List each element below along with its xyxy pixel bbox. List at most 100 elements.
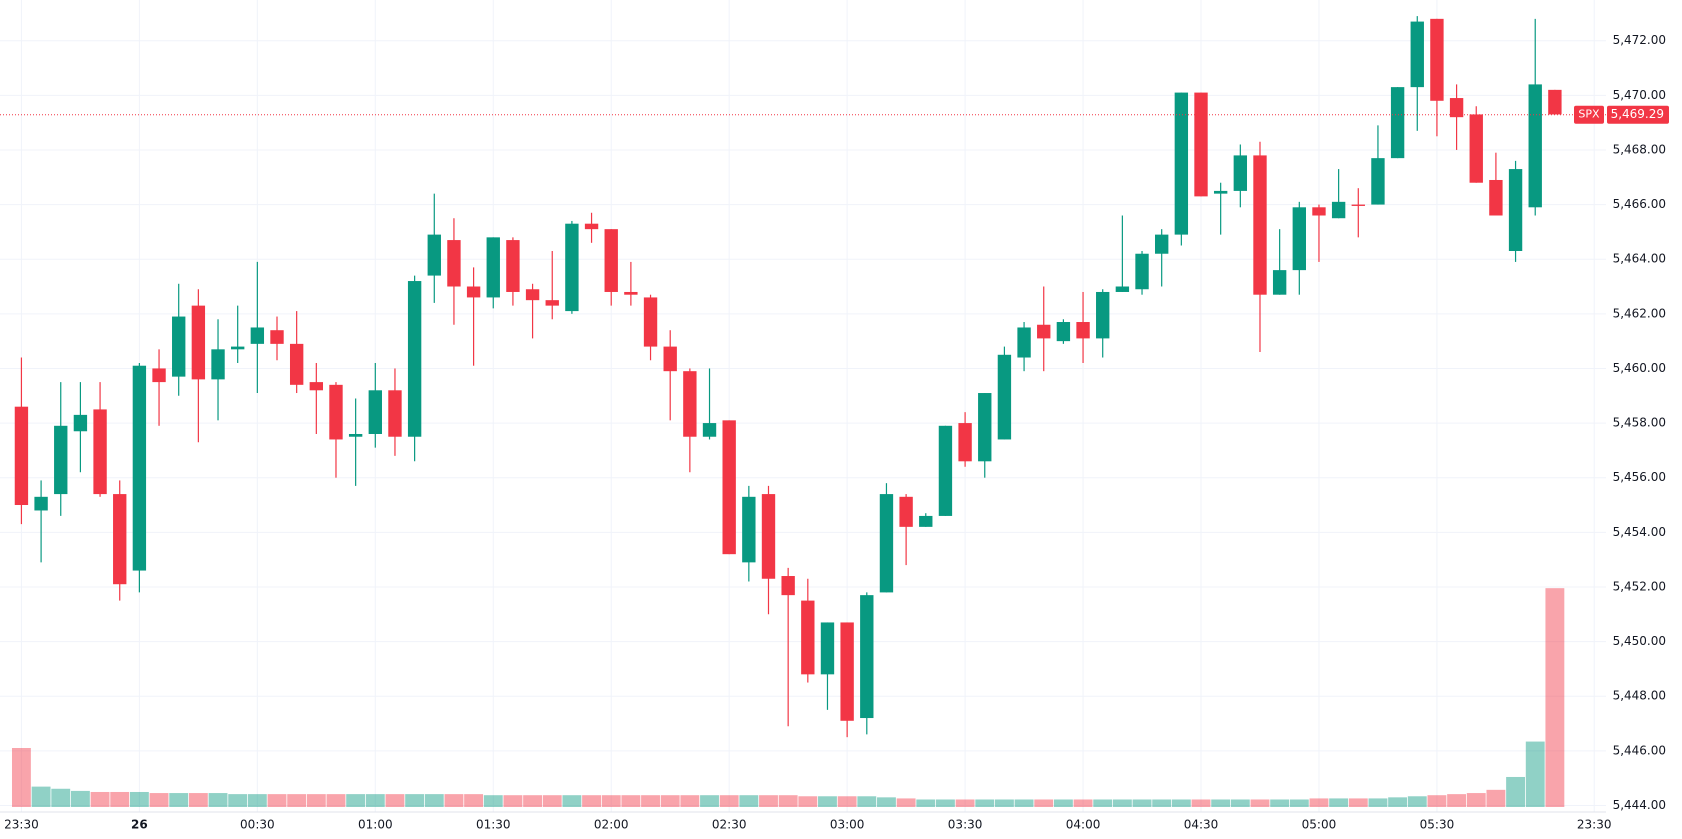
candle-body [525,289,540,301]
candle-body [152,368,166,383]
volume-bar [935,799,955,807]
candle-body [761,494,776,579]
volume-bar [1466,793,1486,807]
candle-body [231,346,245,350]
candle-body [860,595,874,719]
candle-body [73,414,88,432]
candle-body [329,384,343,440]
volume-bar [31,786,51,807]
candle-body [879,494,894,593]
y-tick-label: 5,444.00 [1613,798,1666,812]
candle-body [93,409,107,495]
candle-body [506,240,520,292]
volume-bar [641,795,660,807]
candle-body [1528,84,1542,208]
volume-bar [1034,799,1054,807]
candles [14,16,1562,738]
candle-body [1390,87,1405,159]
volume-bar [680,795,700,807]
volume-bar [1250,799,1270,807]
volume-bar [51,788,71,807]
volume-pane [11,588,1565,807]
candle-body [1430,18,1444,101]
volume-bar [129,791,149,807]
candle-body [899,496,913,527]
candle-body [958,423,972,462]
candle-body [1253,155,1267,295]
candle-body [1469,114,1483,183]
candle-body [250,327,265,344]
candle-body [663,346,677,372]
x-tick-label: 05:30 [1420,818,1455,832]
candle-body [1155,234,1169,254]
candle-body [683,371,697,437]
candle-body [742,496,756,563]
candle-body [624,291,638,295]
candle-body [1115,286,1130,292]
candle-body [1096,291,1110,339]
volume-bar [975,799,995,807]
volume-bar [1309,798,1329,807]
y-tick-label: 5,454.00 [1613,525,1666,539]
volume-bar [405,794,425,807]
x-tick-label: 01:00 [358,818,393,832]
candle-body [545,300,559,306]
candle-body [1508,169,1523,252]
candle-body [1449,98,1464,118]
volume-bar [1289,799,1309,807]
candle-body [1489,179,1503,216]
candle-body [978,393,992,462]
volume-bar [503,795,523,807]
volume-bar [562,795,582,807]
volume-bar [1348,798,1368,807]
candle-body [997,354,1012,440]
candle-body [565,223,579,312]
volume-bar [582,795,601,807]
volume-bar [70,790,90,807]
volume-bar [621,795,641,807]
volume-bar [778,795,798,807]
candle-body [1351,204,1365,206]
candle-body [270,330,284,344]
candle-body [1331,201,1346,219]
volume-bar [877,797,896,807]
symbol-badge [1574,105,1604,124]
candle-body [113,494,127,585]
x-tick-label: 04:30 [1184,818,1219,832]
volume-bar [1230,799,1250,807]
volume-bar [464,794,484,807]
volume-bar [228,794,248,807]
volume-bar [1270,799,1290,807]
volume-bar [110,791,130,807]
candle-body [54,425,68,495]
y-tick-label: 5,466.00 [1613,197,1666,211]
x-tick-label: 23:30 [4,818,39,832]
volume-bar [798,796,818,807]
volume-bar [1525,741,1545,807]
volume-bar [1329,798,1349,807]
candle-body [1371,158,1385,205]
volume-bar [955,799,975,807]
y-tick-label: 5,448.00 [1613,689,1666,703]
candle-body [388,390,402,437]
volume-bar [523,795,543,807]
volume-bar [1506,776,1526,807]
candle-body [801,600,815,675]
symbol-label: SPX [1578,108,1600,121]
candle-body [604,229,618,292]
volume-bar [818,796,837,807]
x-tick-label: 02:00 [594,818,629,832]
volume-bar [1053,799,1073,807]
candle-body [348,433,363,437]
candle-body [1174,92,1189,235]
candle-body [938,425,953,516]
x-tick-label: 01:30 [476,818,511,832]
volume-bar [326,794,346,807]
candle-body [840,622,854,721]
candle-body [1076,322,1090,339]
y-tick-label: 5,446.00 [1613,743,1666,757]
volume-bar [247,794,267,807]
volume-bar [1073,799,1093,807]
candle-body [1548,89,1562,115]
